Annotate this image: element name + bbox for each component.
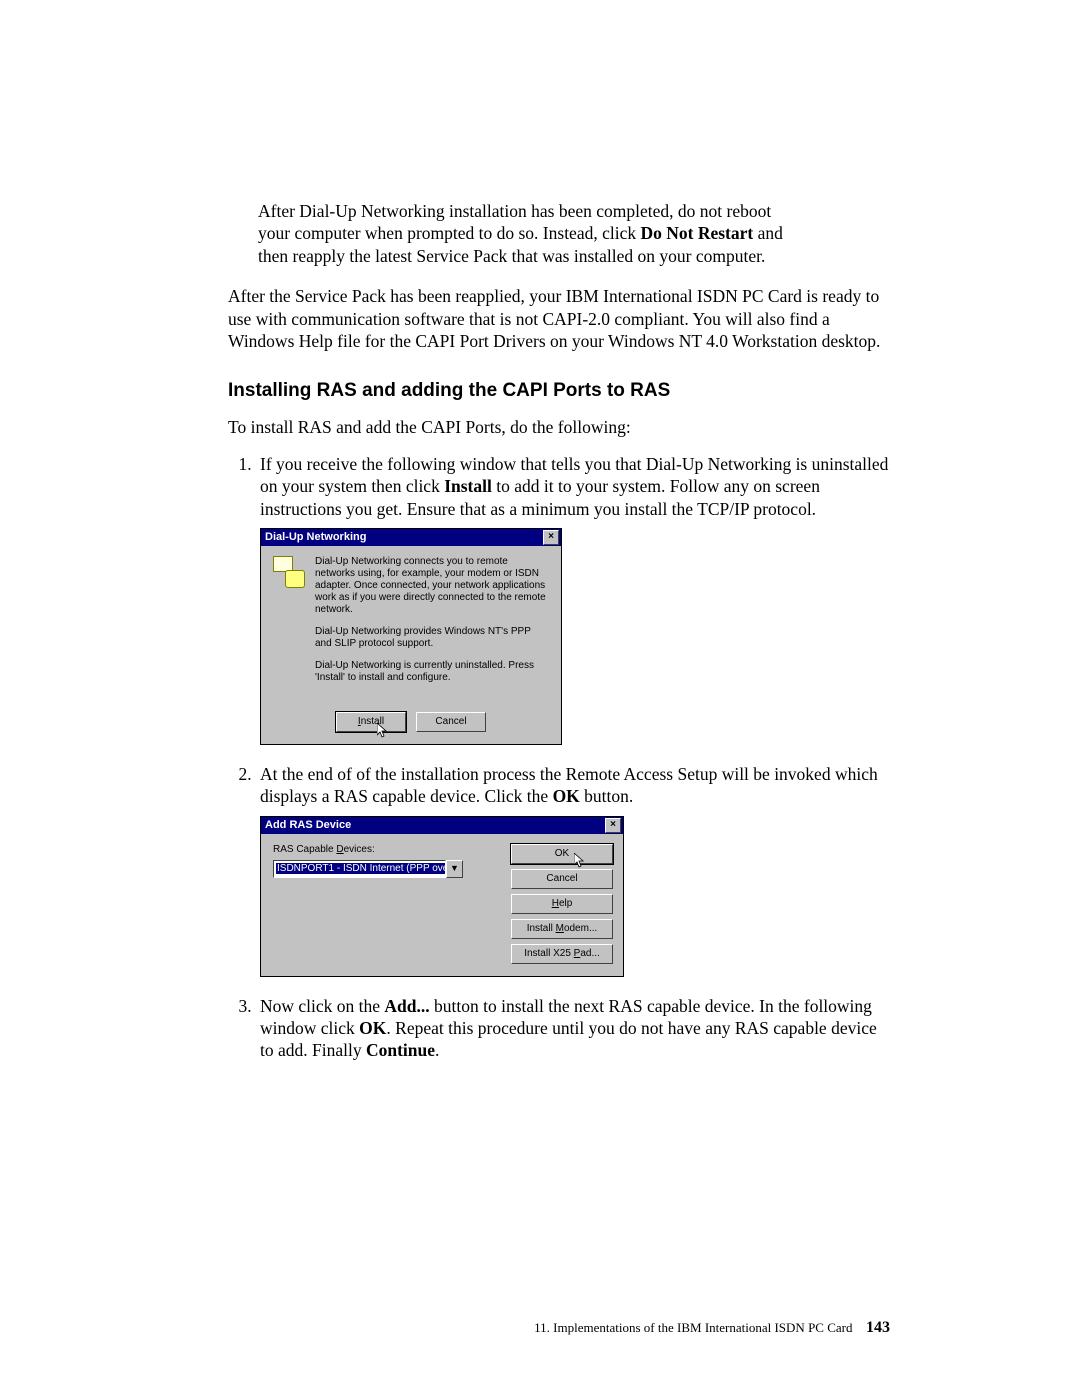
add-ras-device-dialog: Add RAS Device × RAS Capable Devices: IS… [260, 816, 624, 977]
dialup-networking-dialog: Dial-Up Networking × Dial-Up Networking … [260, 528, 562, 745]
text: . [435, 1040, 439, 1060]
bold-text: OK [553, 786, 580, 806]
install-button[interactable]: Install [336, 712, 406, 732]
dialog-body: RAS Capable Devices: ISDNPORT1 - ISDN In… [261, 834, 623, 976]
dialog-para: Dial-Up Networking is currently uninstal… [315, 660, 549, 684]
ras-devices-dropdown[interactable]: ISDNPORT1 - ISDN Internet (PPP ove ▼ [273, 860, 463, 878]
dialog-title: Add RAS Device [265, 818, 351, 832]
titlebar: Add RAS Device × [261, 817, 623, 834]
dialup-icon [273, 556, 305, 694]
right-column: OK Cancel Help Install Modem... [511, 844, 613, 964]
chevron-down-icon[interactable]: ▼ [446, 860, 463, 878]
section-heading: Installing RAS and adding the CAPI Ports… [228, 380, 890, 402]
bold-text: Continue [366, 1040, 435, 1060]
steps-list: If you receive the following window that… [228, 453, 890, 1062]
cancel-button[interactable]: Cancel [511, 869, 613, 889]
paragraph-indent: After Dial-Up Networking installation ha… [258, 200, 890, 267]
step-1: If you receive the following window that… [256, 453, 890, 745]
bold-text: OK [359, 1018, 386, 1038]
document-page: After Dial-Up Networking installation ha… [0, 0, 1080, 1397]
step-3: Now click on the Add... button to instal… [256, 995, 890, 1062]
button-row: Install Cancel [273, 712, 549, 732]
text: then reapply the latest Service Pack tha… [258, 246, 765, 266]
install-modem-button[interactable]: Install Modem... [511, 919, 613, 939]
dialog-body: Dial-Up Networking connects you to remot… [261, 546, 561, 744]
text: button. [580, 786, 633, 806]
close-icon[interactable]: × [543, 530, 559, 545]
close-icon[interactable]: × [605, 818, 621, 833]
page-footer: 11. Implementations of the IBM Internati… [534, 1319, 890, 1337]
paragraph: After the Service Pack has been reapplie… [228, 285, 890, 352]
help-button[interactable]: Help [511, 894, 613, 914]
chapter-label: 11. Implementations of the IBM Internati… [534, 1320, 852, 1335]
page-number: 143 [866, 1319, 890, 1336]
titlebar: Dial-Up Networking × [261, 529, 561, 546]
text: your computer when prompted to do so. In… [258, 223, 640, 243]
bold-text: Add... [384, 996, 429, 1016]
intro-text: To install RAS and add the CAPI Ports, d… [228, 416, 890, 438]
dialog-para: Dial-Up Networking connects you to remot… [315, 556, 549, 616]
step-2: At the end of of the installation proces… [256, 763, 890, 977]
ok-button[interactable]: OK [511, 844, 613, 864]
button-label: nstall [361, 716, 384, 727]
dialog-text: Dial-Up Networking connects you to remot… [315, 556, 549, 694]
install-x25-pad-button[interactable]: Install X25 Pad... [511, 944, 613, 964]
bold-text: Install [444, 476, 492, 496]
text: After Dial-Up Networking installation ha… [258, 201, 771, 221]
text: and [753, 223, 783, 243]
field-label: RAS Capable Devices: [273, 844, 497, 857]
bold-text: Do Not Restart [640, 223, 753, 243]
left-column: RAS Capable Devices: ISDNPORT1 - ISDN In… [273, 844, 497, 964]
dialog-para: Dial-Up Networking provides Windows NT's… [315, 626, 549, 650]
text: Now click on the [260, 996, 384, 1016]
dialog-title: Dial-Up Networking [265, 530, 366, 544]
cancel-button[interactable]: Cancel [416, 712, 486, 732]
dropdown-value: ISDNPORT1 - ISDN Internet (PPP ove [273, 860, 446, 878]
